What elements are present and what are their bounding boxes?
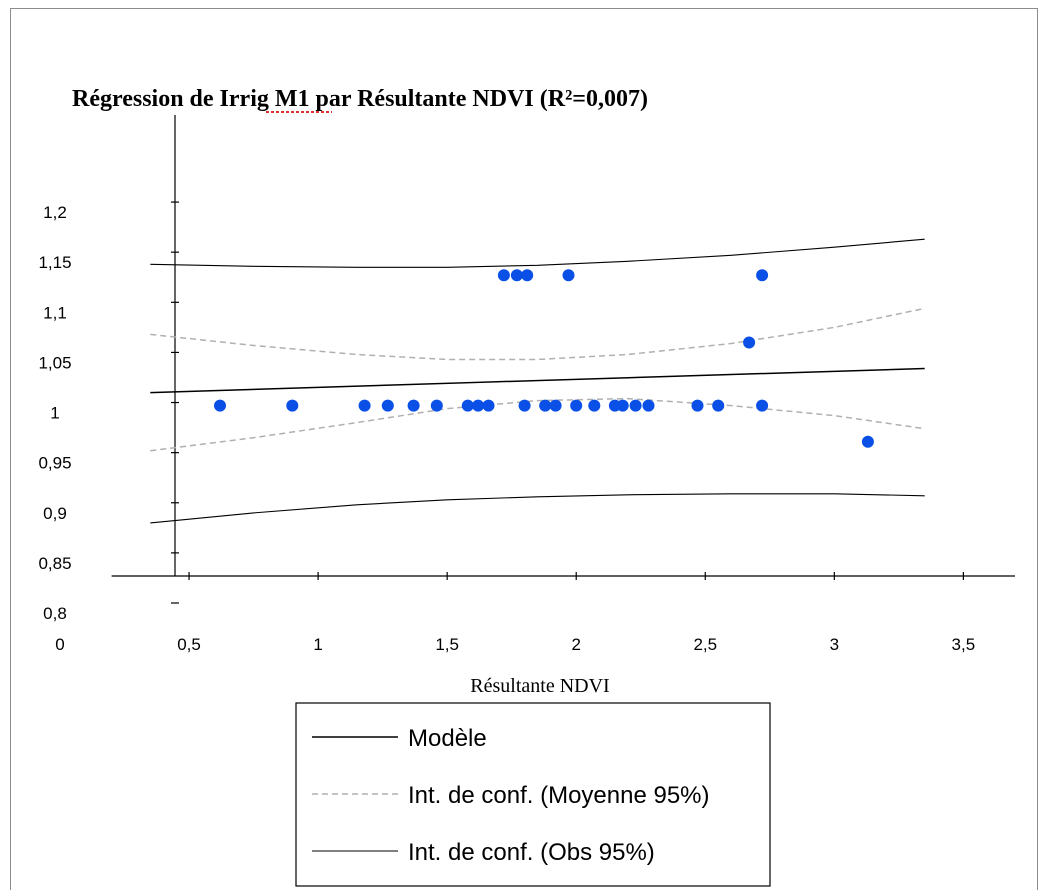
obs-ci-lower [150,493,925,524]
data-point-4 [407,399,420,412]
data-point-26 [743,336,756,349]
x-tick-label-3: 1,5 [435,635,459,654]
legend-label-model: Modèle [408,725,487,752]
chart-title: Régression de Irrig M1 par Résultante ND… [72,86,648,112]
data-point-18 [691,399,704,412]
data-point-3 [381,399,394,412]
data-point-20 [756,399,769,412]
data-point-5 [430,399,443,412]
y-tick-label-0: 0,8 [43,604,67,623]
x-axis-title: Résultante NDVI [470,675,609,697]
x-tick-label-1: 0,5 [177,635,201,654]
data-point-22 [510,269,523,282]
data-point-1 [286,399,299,412]
data-point-10 [539,399,552,412]
obs-ci-upper [150,238,925,268]
data-point-23 [521,269,534,282]
chart-frame [10,8,1038,890]
data-point-9 [518,399,531,412]
y-tick-label-2: 0,9 [43,504,67,523]
legend-label-mean: Int. de conf. (Moyenne 95%) [408,782,710,809]
x-tick-label-2: 1 [313,635,322,654]
data-point-21 [497,269,510,282]
x-tick-label-7: 3,5 [952,635,976,654]
data-point-11 [549,399,562,412]
data-point-16 [629,399,642,412]
y-tick-label-7: 1,15 [38,253,71,272]
data-point-6 [461,399,474,412]
y-tick-label-1: 0,85 [38,554,71,573]
data-point-25 [756,269,769,282]
mean-ci-upper [150,307,925,361]
data-point-24 [562,269,575,282]
data-point-19 [712,399,725,412]
data-point-13 [588,399,601,412]
data-point-27 [861,435,874,448]
y-tick-label-3: 0,95 [38,454,71,473]
mean-ci-lower [150,397,925,452]
y-tick-label-5: 1,05 [38,353,71,372]
data-point-17 [642,399,655,412]
data-point-7 [472,399,485,412]
x-tick-label-4: 2 [571,635,580,654]
y-tick-label-6: 1,1 [43,303,67,322]
data-point-8 [482,399,495,412]
y-tick-label-4: 1 [50,404,59,423]
x-tick-label-0: 0 [55,635,64,654]
data-point-15 [616,399,629,412]
plot-area: 0 0,5 1 1,5 2 2,5 3 3,5 0,8 0,85 0,9 0,95 1 1,05 1,1 1,… [38,115,1015,654]
x-tick-label-6: 3 [830,635,839,654]
model-line [150,367,925,394]
data-point-2 [358,399,371,412]
data-point-0 [214,399,226,412]
data-point-12 [570,399,583,412]
y-tick-label-8: 1,2 [43,203,67,222]
legend: Modèle Int. de conf. (Moyenne 95%) Int. … [295,702,771,887]
x-tick-label-5: 2,5 [693,635,717,654]
legend-label-obs: Int. de conf. (Obs 95%) [408,839,655,866]
